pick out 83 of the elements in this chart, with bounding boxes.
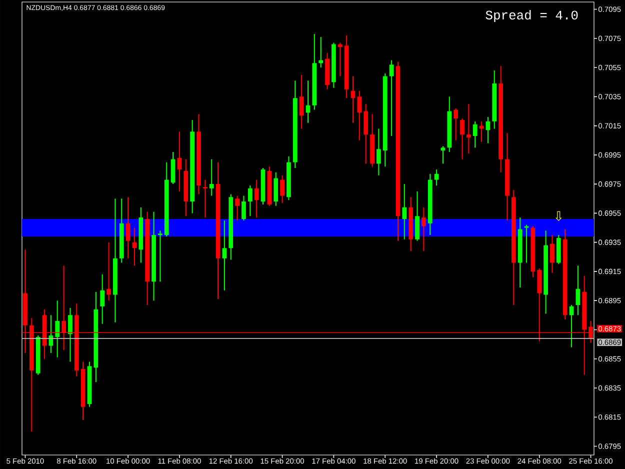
candlestick — [556, 235, 561, 264]
candlestick — [119, 198, 124, 263]
candlestick — [48, 315, 54, 354]
candlestick — [338, 42, 342, 76]
candlestick — [562, 229, 568, 320]
candlestick — [306, 80, 310, 123]
candlestick — [415, 191, 420, 241]
candlestick — [55, 300, 60, 358]
candlestick — [260, 168, 266, 204]
candlestick — [318, 36, 324, 68]
candlestick — [460, 118, 464, 160]
candlestick — [472, 121, 478, 148]
candlestick — [569, 304, 574, 348]
candlestick — [498, 66, 503, 172]
candlestick — [408, 197, 414, 252]
candlestick — [530, 226, 536, 278]
candlestick — [370, 114, 374, 167]
candlestick — [312, 34, 317, 110]
candlestick — [332, 42, 336, 88]
candlestick — [434, 169, 439, 186]
candlestick — [274, 172, 278, 206]
candlestick — [177, 132, 182, 192]
candlestick — [382, 73, 388, 167]
candlestick — [440, 146, 446, 164]
candlestick — [428, 174, 432, 236]
candlestick — [164, 162, 169, 236]
candlestick — [113, 198, 118, 322]
candlestick — [350, 76, 356, 123]
candlestick — [299, 74, 304, 129]
candlestick — [518, 218, 522, 288]
candlestick — [402, 184, 407, 240]
candlestick — [87, 362, 92, 407]
candlestick — [106, 242, 111, 301]
candlestick — [196, 114, 201, 194]
candlestick — [344, 35, 349, 98]
annotation: Spread = 4.0 — [486, 10, 578, 22]
candlestick — [454, 108, 458, 140]
candlestick — [544, 230, 548, 314]
candlestick — [216, 162, 220, 300]
candlestick — [280, 175, 284, 203]
candlestick — [100, 274, 105, 324]
candlestick — [126, 197, 130, 258]
candlestick — [254, 180, 259, 218]
candlestick — [36, 336, 40, 375]
candlestick — [511, 190, 516, 305]
candlestick — [242, 196, 246, 220]
candlestick — [396, 62, 400, 241]
candlestick — [152, 212, 156, 301]
candlestick — [145, 212, 150, 305]
candlestick — [466, 104, 471, 154]
candlestick — [505, 133, 510, 220]
candlestick — [364, 104, 368, 164]
candlestick — [486, 117, 490, 144]
candlestick — [267, 166, 272, 206]
candlestick — [447, 96, 452, 152]
candlestick — [248, 186, 252, 216]
annotation: ⇩ — [555, 211, 562, 221]
candlestick — [80, 362, 86, 420]
candlestick — [376, 128, 381, 176]
candlestick — [479, 121, 484, 142]
candlestick — [202, 180, 208, 218]
candlestick — [325, 52, 330, 90]
candlestick — [576, 266, 580, 316]
candlestick — [222, 220, 227, 290]
candlestick — [292, 80, 298, 168]
candlestick — [184, 159, 188, 216]
candlestick — [550, 235, 554, 273]
candlestick — [389, 60, 394, 136]
candlestick — [190, 120, 195, 214]
candlestick — [228, 194, 234, 260]
candlestick — [68, 308, 72, 362]
candlestick — [235, 196, 240, 220]
candlestick — [170, 152, 176, 184]
candlestick — [422, 207, 426, 252]
candlestick — [94, 292, 98, 382]
candlestick — [524, 224, 529, 263]
candlestick — [138, 207, 144, 263]
candlestick — [286, 156, 291, 200]
candlestick — [132, 228, 137, 266]
candlestick — [158, 230, 162, 282]
candlestick — [492, 70, 497, 129]
candlestick — [209, 159, 214, 196]
candlestick — [357, 90, 362, 140]
